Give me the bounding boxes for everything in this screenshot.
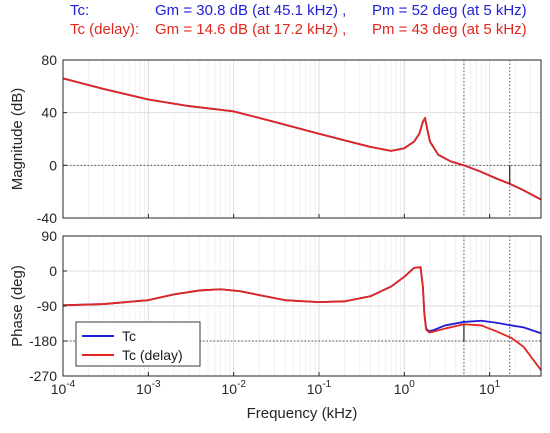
- phase-xtick-base: 10: [136, 381, 152, 397]
- legend-label-tc-delay: Tc (delay): [122, 347, 183, 363]
- phase-xtick-label: 10-4: [51, 379, 76, 397]
- phase-xtick-label: 10-3: [136, 379, 161, 397]
- header-line1-gm: Gm = 30.8 dB (at 45.1 kHz) ,: [155, 2, 346, 19]
- phase-xtick-base: 10: [394, 381, 410, 397]
- phase-xtick-exponent: -2: [237, 379, 246, 390]
- phase-ytick-label: -90: [37, 298, 57, 314]
- legend: Tc Tc (delay): [75, 321, 201, 367]
- header-line2-label: Tc (delay):: [70, 21, 139, 38]
- magnitude-ytick-label: -40: [37, 210, 57, 226]
- phase-xtick-exponent: -4: [66, 379, 75, 390]
- phase-xtick-base: 10: [51, 381, 67, 397]
- legend-box: [75, 321, 201, 367]
- phase-xtick-base: 10: [479, 381, 495, 397]
- phase-ytick-label: 0: [49, 263, 57, 279]
- phase-xtick-label: 10-2: [221, 379, 246, 397]
- phase-xtick-exponent: 1: [495, 379, 501, 390]
- phase-xtick-exponent: -1: [322, 379, 331, 390]
- phase-ytick-label: 90: [41, 228, 57, 244]
- header-line1-label: Tc:: [70, 2, 89, 19]
- margin-header: Tc: Gm = 30.8 dB (at 45.1 kHz) , Pm = 52…: [70, 2, 527, 38]
- magnitude-ylabel: Magnitude (dB): [9, 88, 26, 191]
- phase-ytick-label: -180: [29, 333, 57, 349]
- header-line2-gm: Gm = 14.6 dB (at 17.2 kHz) ,: [155, 21, 346, 38]
- magnitude-ytick-label: 40: [41, 105, 57, 121]
- phase-xtick-exponent: -3: [152, 379, 161, 390]
- magnitude-plot: -40 0 40 80 Magnitude (dB): [9, 52, 542, 226]
- phase-xtick-base: 10: [221, 381, 237, 397]
- magnitude-axes-frame: [62, 59, 542, 219]
- legend-label-tc: Tc: [122, 328, 136, 344]
- magnitude-ytick-label: 0: [49, 157, 57, 173]
- phase-xtick-label: 10-1: [307, 379, 332, 397]
- phase-xtick-exponent: 0: [409, 379, 415, 390]
- magnitude-ytick-label: 80: [41, 52, 57, 68]
- header-line1-pm: Pm = 52 deg (at 5 kHz): [372, 2, 527, 19]
- phase-xtick-label: 100: [394, 379, 416, 397]
- phase-ylabel: Phase (deg): [9, 265, 26, 347]
- magnitude-plot-area: [63, 60, 541, 218]
- phase-xtick-label: 101: [479, 379, 501, 397]
- phase-xlabel: Frequency (kHz): [247, 405, 358, 422]
- magnitude-series-tc-delay: [62, 77, 542, 201]
- phase-ytick-label: -270: [29, 368, 57, 384]
- phase-xtick-base: 10: [307, 381, 323, 397]
- phase-series-tc-delay: [62, 266, 542, 371]
- header-line2-pm: Pm = 43 deg (at 5 kHz): [372, 21, 527, 38]
